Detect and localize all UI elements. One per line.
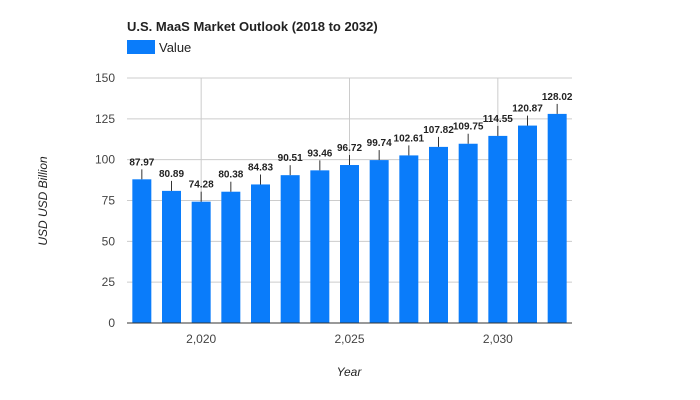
bar-2028	[429, 146, 448, 323]
bar-2021	[221, 191, 241, 323]
bar-2023	[280, 175, 300, 323]
data-label-2026: 99.74	[367, 138, 392, 149]
data-labels: 87.97 80.89 74.28 80.38 84.83 90.51 93.46 96.72…	[129, 92, 573, 202]
y-tick-label: 50	[102, 234, 116, 248]
y-tick-label: 100	[95, 153, 115, 167]
data-label-2031: 120.87	[512, 104, 543, 115]
y-axis-ticks: 0 25 50 75 100 125 150	[95, 71, 115, 330]
data-label-2020: 74.28	[189, 180, 214, 191]
legend-swatch-value	[127, 40, 155, 54]
bar-2030	[488, 135, 508, 323]
bar-2018	[132, 179, 152, 323]
bar-2026	[369, 160, 389, 323]
y-axis-title: USD USD Billion	[36, 156, 50, 246]
x-axis-title: Year	[337, 365, 363, 379]
data-label-2021: 80.38	[218, 170, 243, 181]
data-label-2018: 87.97	[129, 157, 154, 168]
data-label-2030: 114.55	[483, 114, 513, 125]
y-tick-label: 150	[95, 71, 115, 85]
x-tick-label: 2,020	[186, 332, 216, 346]
chart-title: U.S. MaaS Market Outlook (2018 to 2032)	[127, 19, 378, 34]
data-label-2023: 90.51	[278, 153, 303, 164]
y-tick-label: 75	[102, 194, 116, 208]
bar-2027	[399, 155, 419, 323]
y-tick-label: 0	[108, 316, 115, 330]
bar-2025	[340, 165, 359, 323]
legend: Value	[127, 40, 191, 55]
x-tick-label: 2,025	[334, 332, 364, 346]
bar-2029	[458, 143, 478, 323]
data-label-2027: 102.61	[394, 133, 425, 144]
data-label-2028: 107.82	[423, 125, 454, 136]
bars	[127, 113, 572, 324]
bar-2032	[547, 113, 567, 323]
y-tick-label: 25	[102, 275, 116, 289]
bar-2020	[191, 201, 211, 323]
x-axis-ticks: 2,020 2,025 2,030	[186, 332, 513, 346]
data-label-2024: 93.46	[307, 148, 332, 159]
data-label-2029: 109.75	[453, 122, 484, 133]
data-label-2022: 84.83	[248, 162, 273, 173]
legend-label-value: Value	[159, 40, 191, 55]
bar-2019	[162, 190, 181, 323]
bar-2022	[251, 184, 270, 323]
data-label-2025: 96.72	[337, 143, 362, 154]
bar-2031	[518, 125, 537, 323]
y-tick-label: 125	[95, 112, 115, 126]
x-tick-label: 2,030	[483, 332, 513, 346]
data-label-2019: 80.89	[159, 169, 184, 180]
data-label-2032: 128.02	[542, 92, 573, 103]
bar-2024	[310, 170, 330, 323]
